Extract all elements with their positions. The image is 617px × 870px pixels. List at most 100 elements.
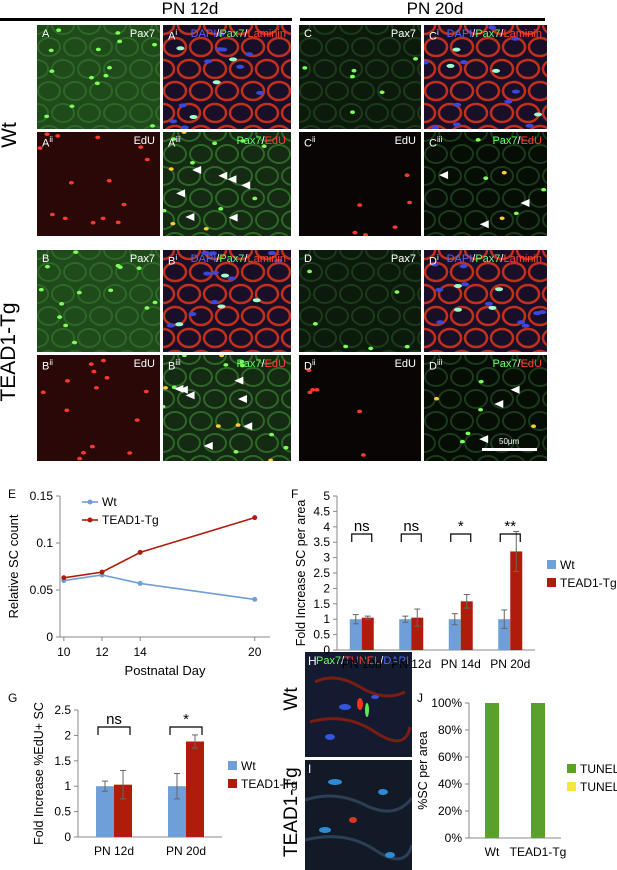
panel-Aiii-image	[163, 132, 291, 236]
panel-Ai-stain-label: DAPI/Pax7/Laminin	[191, 28, 286, 40]
chart-F-legend-label-0: Wt	[560, 558, 575, 572]
chart-G-ytick-label-4: 2	[64, 728, 71, 742]
panel-H-letter: H	[308, 654, 317, 668]
panel-Diii-stain-label: Pax7/EdU	[492, 358, 542, 370]
chart-F-bar-1-2	[460, 601, 473, 650]
chart-G-ytick-label-1: 0.5	[54, 805, 71, 819]
panel-Bii-stain-part-0: EdU	[133, 358, 155, 370]
panel-Aiii-stain-part-2: EdU	[264, 135, 286, 147]
chart-F-ytick-label-0: 0	[323, 643, 330, 657]
panel-Dii-image	[299, 355, 421, 461]
panel-Ai-sup: i	[175, 28, 178, 37]
panel-D-stain-label: Pax7	[391, 253, 416, 265]
panel-Biii-stain-part-2: EdU	[264, 358, 286, 370]
panel-B: B Pax7	[37, 250, 160, 352]
chart-F-bracket-3	[499, 533, 521, 542]
panel-Ai-image	[163, 25, 291, 129]
chart-G-bar-1-0	[114, 784, 132, 837]
chart-F-annotation-2: *	[458, 518, 464, 535]
chart-F-ytick-label-5: 2.5	[313, 566, 330, 580]
chart-J-bar-0-0	[485, 703, 499, 838]
chart-F-bracket-2	[450, 533, 472, 542]
chart-G-ytick-label-2: 1	[64, 779, 71, 793]
chart-E-xtick-label-0: 10	[57, 645, 71, 659]
panel-Bii-sup: ii	[49, 358, 53, 367]
chart-E-ytick-label-3: 0.15	[30, 489, 54, 503]
chart-E-xtick-label-3: 20	[248, 645, 262, 659]
panel-C-letter: C	[304, 28, 312, 40]
chart-E-letter: E	[8, 487, 16, 501]
chart-G-category-1: PN 20d	[166, 844, 206, 858]
panel-Ci-stain-part-0: DAPI	[446, 28, 473, 40]
chart-J-ytick-label-2: 40%	[438, 777, 462, 791]
panel-Cii: Cii EdU	[299, 132, 421, 236]
chart-F-ytick-label-2: 1	[323, 612, 330, 626]
panel-Di-stain-part-2: Pax7	[475, 253, 501, 265]
panel-Ciii-image	[424, 132, 547, 236]
panel-Aiii-letter: Aiii	[168, 135, 181, 150]
chart-F-annotation-3: **	[504, 518, 516, 535]
panel-Diii-stain-part-0: Pax7	[492, 358, 518, 370]
chart-E: E 0 0.05 0.1 0.15 10 12 14 20 Postnatal Day Relati…	[6, 487, 270, 678]
chart-E-legend-label-1: TEAD1-Tg	[102, 513, 159, 527]
chart-J-legend-label-1: TUNEL +	[580, 780, 617, 794]
panel-H-stain-label: Pax7/TUNEL/DAPI	[316, 655, 409, 667]
panel-A-stain-label: Pax7	[130, 28, 155, 40]
chart-F-annotation-1: ns	[403, 518, 419, 535]
chart-G-letter: G	[8, 691, 17, 705]
panel-Di-image	[424, 250, 547, 352]
panel-Aii-letter: Aii	[42, 135, 53, 150]
chart-J: J 0% 20% 40% 60% 80% 100% %SC per area Wt TEAD1-T…	[416, 691, 617, 859]
chart-J-category-0: Wt	[485, 845, 500, 859]
chart-F-category-2: PN 14d	[441, 657, 481, 671]
panel-B-stain-label: Pax7	[130, 253, 155, 265]
chart-E-legend-marker-1	[87, 517, 93, 523]
chart-E-point-1-3	[252, 515, 258, 521]
chart-J-bar-0-1	[531, 703, 545, 838]
chart-G-legend-swatch-1	[228, 779, 237, 788]
chart-E-legend-label-0: Wt	[102, 495, 117, 509]
panel-Dii-letter: Dii	[304, 358, 316, 373]
panel-Aii: Aii EdU	[37, 132, 160, 236]
panel-Dii-stain-label: EdU	[395, 358, 416, 370]
panel-Dii: Dii EdU	[299, 355, 421, 461]
chart-E-ytick-label-2: 0.1	[36, 536, 53, 550]
chart-G-bar-0-1	[168, 786, 186, 837]
chart-J-ytick-label-5: 100%	[431, 696, 462, 710]
panel-Biii: Biii Pax7/EdU	[163, 355, 291, 461]
panel-Ci-stain-part-3: /	[500, 28, 504, 40]
panel-B-stain-part-0: Pax7	[129, 253, 155, 265]
chart-F-ytick-label-10: 5	[323, 489, 330, 503]
panel-Cii-stain-part-0: EdU	[394, 135, 416, 147]
chart-E-point-0-3	[252, 596, 258, 602]
header-rule-pn12	[0, 18, 292, 21]
panel-Bi-stain-part-3: /	[244, 253, 248, 265]
chart-J-legend-swatch-0	[567, 764, 576, 773]
panel-D-stain-part-0: Pax7	[390, 253, 416, 265]
chart-F-bar-0-3	[498, 619, 511, 650]
chart-G: G 0 0.5 1 1.5 2 2.5 Fold Increase %EdU+ SC PN 12…	[8, 691, 298, 858]
chart-E-xtick-label-2: 14	[134, 645, 148, 659]
chart-G-legend-label-1: TEAD1-Tg	[241, 777, 298, 791]
scale-bar	[482, 448, 537, 451]
panel-C-stain-part-0: Pax7	[390, 28, 416, 40]
panel-Aii-stain-label: EdU	[134, 135, 155, 147]
panel-Ciii-letter: Ciii	[429, 135, 443, 150]
chart-F: F 00.5 11.5 22.53 3.54 4.55 Fold Increase SC p…	[291, 487, 617, 671]
panel-H-stain-part-2: TUNEL	[344, 655, 381, 667]
panel-Di-sup: i	[436, 253, 439, 262]
panel-Ci-stain-label: DAPI/Pax7/Laminin	[447, 28, 542, 40]
panel-Diii-sup: iii	[436, 358, 443, 367]
panel-Aiii-stain-part-1: /	[261, 135, 265, 147]
panel-Bi: Bi DAPI/Pax7/Laminin	[163, 250, 291, 352]
panel-Aiii-stain-part-0: Pax7	[236, 135, 262, 147]
panel-Ci-stain-part-4: Laminin	[503, 28, 542, 40]
panel-Ai-stain-part-4: Laminin	[247, 28, 286, 40]
panel-C-stain-label: Pax7	[391, 28, 416, 40]
chart-F-ytick-label-6: 3	[323, 551, 330, 565]
chart-E-point-1-0	[61, 575, 67, 581]
panel-Bii: Bii EdU	[37, 355, 160, 461]
chart-G-bracket-1	[169, 726, 203, 735]
panel-Diii: Diii Pax7/EdU 50μm	[424, 355, 547, 461]
panel-H-stain-part-3: /	[380, 655, 384, 667]
